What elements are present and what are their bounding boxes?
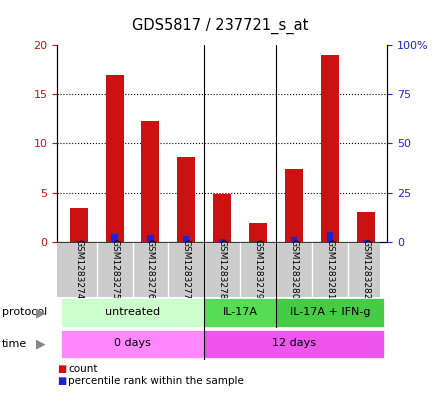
Bar [70, 208, 88, 242]
Bar [321, 55, 339, 242]
Bar [291, 237, 297, 242]
Text: ▶: ▶ [36, 306, 45, 319]
Text: protocol: protocol [2, 307, 48, 318]
Text: GSM1283279: GSM1283279 [253, 239, 263, 299]
Bar [326, 232, 333, 242]
Text: GDS5817 / 237721_s_at: GDS5817 / 237721_s_at [132, 18, 308, 34]
Text: ▶: ▶ [36, 337, 45, 351]
Bar [204, 330, 384, 358]
Text: GSM1283282: GSM1283282 [361, 239, 370, 299]
Bar [357, 212, 374, 242]
Text: untreated: untreated [105, 307, 160, 317]
Bar [76, 241, 82, 242]
Text: 0 days: 0 days [114, 338, 151, 348]
Text: GSM1283278: GSM1283278 [218, 239, 227, 299]
Text: GSM1283281: GSM1283281 [325, 239, 334, 299]
Bar [204, 298, 276, 327]
Bar [106, 75, 124, 242]
Text: GSM1283280: GSM1283280 [290, 239, 298, 299]
Text: GSM1283275: GSM1283275 [110, 239, 119, 299]
Text: ■: ■ [57, 376, 66, 386]
Text: GSM1283277: GSM1283277 [182, 239, 191, 299]
Bar [61, 330, 204, 358]
Text: GSM1283274: GSM1283274 [74, 239, 83, 299]
Text: time: time [2, 339, 27, 349]
Bar [285, 169, 303, 242]
Bar [147, 235, 154, 242]
Bar [177, 157, 195, 242]
Bar [142, 121, 159, 242]
Bar [219, 239, 225, 242]
Bar [61, 298, 204, 327]
Text: ■: ■ [57, 364, 66, 374]
Bar [249, 223, 267, 242]
Text: count: count [68, 364, 98, 374]
Bar [363, 240, 369, 242]
Text: 12 days: 12 days [272, 338, 316, 348]
Text: IL-17A: IL-17A [223, 307, 258, 317]
Bar [276, 298, 384, 327]
Bar [255, 241, 261, 242]
Bar [213, 193, 231, 242]
Text: percentile rank within the sample: percentile rank within the sample [68, 376, 244, 386]
Bar [111, 233, 118, 242]
Bar [183, 236, 190, 242]
Text: IL-17A + IFN-g: IL-17A + IFN-g [290, 307, 370, 317]
Text: GSM1283276: GSM1283276 [146, 239, 155, 299]
